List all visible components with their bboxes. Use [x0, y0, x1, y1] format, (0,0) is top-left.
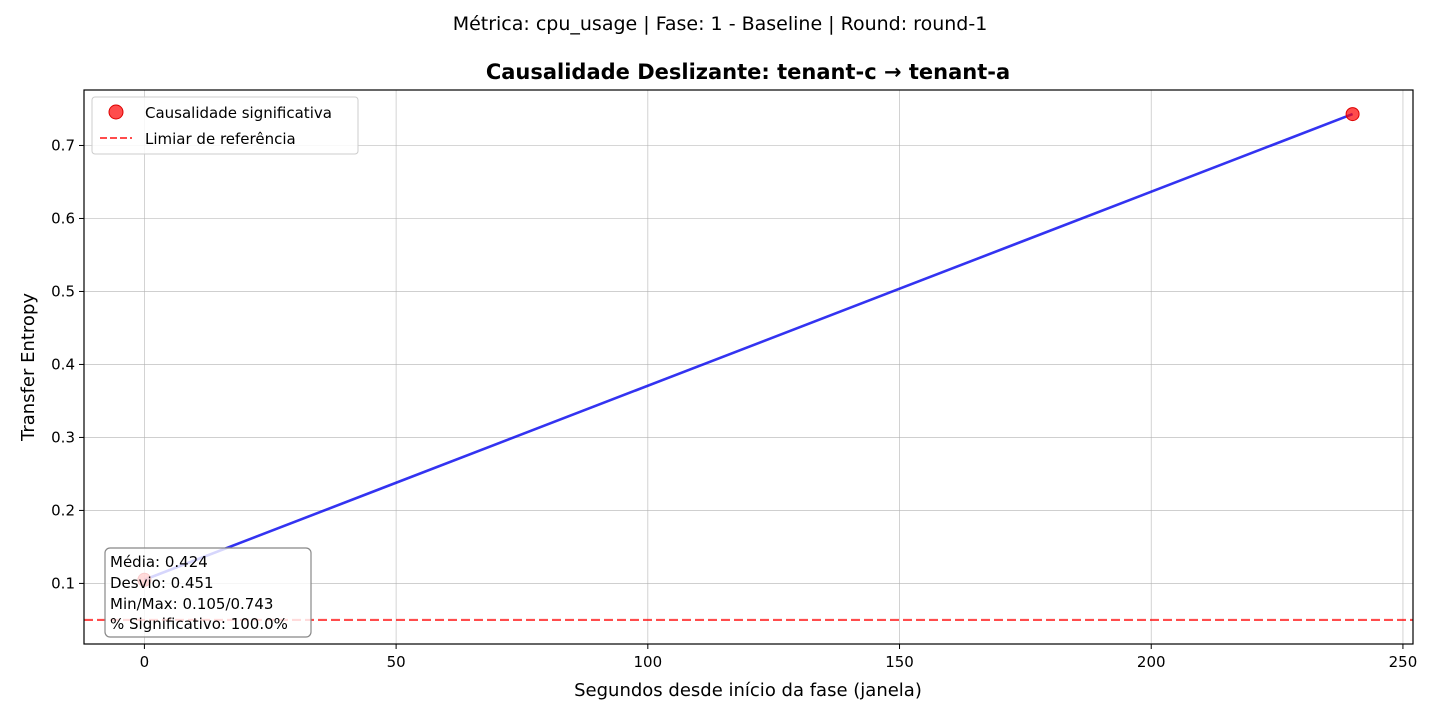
legend-label-significant: Causalidade significativa	[145, 104, 332, 122]
y-tick-label: 0.7	[51, 136, 75, 154]
stats-box: Média: 0.424 Desvio: 0.451 Min/Max: 0.10…	[104, 547, 312, 638]
x-tick-label: 150	[885, 653, 914, 671]
ticks-layer: 0 50 100 150 200 250 0.1 0.2 0.3 0.4 0.5 0.6 0.7	[51, 136, 1417, 671]
x-tick-label: 100	[633, 653, 662, 671]
x-tick-label: 200	[1137, 653, 1166, 671]
y-axis-label: Transfer Entropy	[18, 293, 39, 442]
y-tick-label: 0.4	[51, 355, 75, 373]
y-tick-label: 0.5	[51, 282, 75, 300]
y-tick-label: 0.3	[51, 428, 75, 446]
y-tick-label: 0.2	[51, 501, 75, 519]
series-line	[143, 112, 1354, 581]
grid	[84, 90, 1413, 644]
stats-line-std: Desvio: 0.451	[110, 574, 214, 592]
chart-title: Causalidade Deslizante: tenant-c → tenan…	[486, 60, 1010, 84]
stats-line-mean: Média: 0.424	[110, 553, 208, 571]
x-tick-label: 50	[387, 653, 406, 671]
y-tick-label: 0.6	[51, 209, 75, 227]
stats-line-significant: % Significativo: 100.0%	[110, 615, 288, 633]
stats-line-minmax: Min/Max: 0.105/0.743	[110, 595, 273, 613]
legend: Causalidade significativa Limiar de refe…	[91, 96, 359, 155]
plot-frame	[83, 89, 1414, 645]
figure-suptitle: Métrica: cpu_usage | Fase: 1 - Baseline …	[453, 13, 988, 35]
stats-box-frame	[104, 547, 312, 638]
legend-marker-significant	[108, 104, 124, 120]
legend-label-reference: Limiar de referência	[145, 130, 296, 148]
x-tick-label: 250	[1389, 653, 1418, 671]
series-layer	[143, 112, 1354, 581]
significant-point	[1345, 107, 1360, 122]
x-tick-label: 0	[140, 653, 150, 671]
y-tick-label: 0.1	[51, 574, 75, 592]
x-axis-label: Segundos desde início da fase (janela)	[574, 680, 922, 701]
legend-box	[91, 96, 359, 155]
